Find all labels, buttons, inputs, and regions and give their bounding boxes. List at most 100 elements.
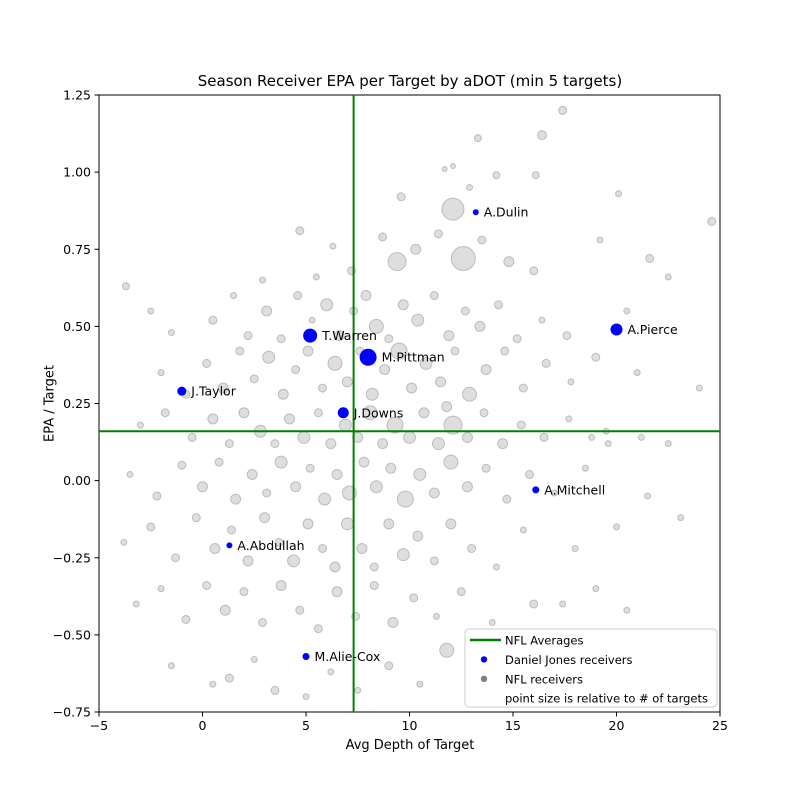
nfl-receiver-point (431, 437, 445, 451)
axes-frame (98, 94, 721, 713)
nfl-receiver-point (461, 431, 473, 443)
dj-receiver-point (359, 348, 377, 366)
nfl-receiver-point (275, 580, 287, 592)
nfl-receiver-point (604, 440, 612, 448)
nfl-receiver-point (327, 355, 343, 371)
nfl-receiver-point (677, 514, 685, 522)
nfl-receiver-point (295, 226, 305, 236)
nfl-receiver-point (512, 334, 522, 344)
nfl-receiver-point (462, 386, 478, 402)
nfl-receiver-point (354, 686, 362, 694)
x-tick-label: 20 (609, 718, 625, 733)
y-tick-label: 0.00 (63, 473, 91, 488)
x-tick-label: 0 (199, 718, 207, 733)
dj-receiver-point (226, 542, 233, 549)
nfl-receiver-point (588, 433, 596, 441)
x-tick-label: 5 (302, 718, 310, 733)
nfl-receiver-point (152, 491, 162, 501)
nfl-receiver-point (481, 463, 491, 473)
nfl-receiver-point (541, 358, 551, 368)
legend-item-label: point size is relative to # of targets (505, 692, 708, 706)
dj-receiver-label: J.Taylor (190, 384, 236, 399)
nfl-receiver-point (295, 605, 305, 615)
nfl-receiver-point (565, 415, 573, 423)
y-tick-label: −0.75 (53, 705, 91, 720)
dj-receiver-point (302, 652, 310, 660)
nfl-receiver-point (132, 600, 140, 608)
nfl-receiver-point (516, 420, 526, 430)
nfl-receiver-point (460, 306, 470, 316)
nfl-receiver-point (297, 430, 311, 444)
nfl-receiver-point (331, 468, 343, 480)
y-tick-label: −0.25 (53, 550, 91, 565)
legend-item-label: Daniel Jones receivers (505, 653, 633, 667)
nfl-receiver-point (377, 438, 389, 450)
nfl-receiver-point (167, 329, 175, 337)
nfl-receiver-point (450, 346, 460, 356)
dj-receiver-label: A.Abdullah (237, 538, 304, 553)
nfl-receiver-point (171, 553, 181, 563)
nfl-receiver-point (329, 242, 337, 250)
nfl-receiver-point (441, 401, 453, 413)
nfl-receiver-point (538, 316, 546, 324)
nfl-receiver-point (238, 407, 250, 419)
nfl-receiver-point (474, 320, 486, 332)
x-tick-label: 25 (712, 718, 728, 733)
nfl-receiver-point (633, 369, 641, 377)
nfl-receiver-point (160, 408, 170, 418)
nfl-receiver-point (492, 563, 500, 571)
nfl-receiver-point (290, 481, 302, 493)
nfl-receiver-point (277, 388, 289, 400)
dj-receiver-point (337, 407, 349, 419)
nfl-receiver-point (615, 190, 623, 198)
nfl-receiver-point (262, 350, 276, 364)
nfl-receiver-point (313, 408, 323, 418)
data-points-layer (120, 105, 717, 701)
nfl-receiver-point (539, 432, 549, 442)
nfl-receiver-point (397, 299, 409, 311)
nfl-receiver-point (443, 415, 463, 435)
nfl-receiver-point (235, 346, 245, 356)
nfl-receiver-point (529, 599, 539, 609)
nfl-receiver-point (390, 342, 408, 360)
nfl-receiver-point (707, 216, 717, 226)
nfl-receiver-point (550, 489, 558, 497)
nfl-receiver-point (429, 556, 439, 566)
nfl-receiver-point (302, 693, 310, 701)
nfl-receiver-point (567, 378, 575, 386)
nfl-receiver-point (214, 457, 224, 467)
x-tick-label: −5 (90, 718, 108, 733)
y-tick-label: 0.75 (63, 242, 91, 257)
nfl-receiver-point (413, 467, 427, 481)
nfl-receiver-point (157, 369, 165, 377)
nfl-receiver-point (500, 346, 510, 356)
chart-title: Season Receiver EPA per Target by aDOT (… (197, 72, 623, 90)
nfl-receiver-point (439, 642, 455, 658)
nfl-receiver-point (258, 618, 268, 628)
y-tick-label: 1.25 (63, 88, 91, 103)
nfl-receiver-point (283, 413, 295, 425)
nfl-receiver-point (259, 512, 271, 524)
nfl-receiver-point (287, 554, 301, 568)
nfl-receiver-point (312, 273, 320, 281)
nfl-receiver-point (120, 538, 128, 546)
nfl-receiver-point (492, 171, 501, 180)
nfl-receiver-point (249, 374, 259, 384)
nfl-receiver-point (384, 334, 394, 344)
nfl-receiver-point (262, 488, 272, 498)
nfl-receiver-point (467, 543, 477, 553)
legend-item-label: NFL Averages (505, 634, 584, 648)
nfl-receiver-point (480, 364, 492, 376)
nfl-receiver-point (695, 384, 703, 392)
nfl-receiver-point (403, 430, 416, 444)
nfl-receiver-point (473, 134, 482, 143)
x-tick-label: 15 (505, 718, 521, 733)
nfl-receiver-point (502, 494, 512, 504)
nfl-receiver-point (441, 166, 448, 173)
nfl-receiver-point (325, 438, 337, 450)
nfl-receiver-point (157, 585, 165, 593)
nfl-receiver-point (305, 463, 315, 473)
nfl-receiver-point (365, 387, 379, 401)
nfl-receiver-point (456, 587, 466, 597)
